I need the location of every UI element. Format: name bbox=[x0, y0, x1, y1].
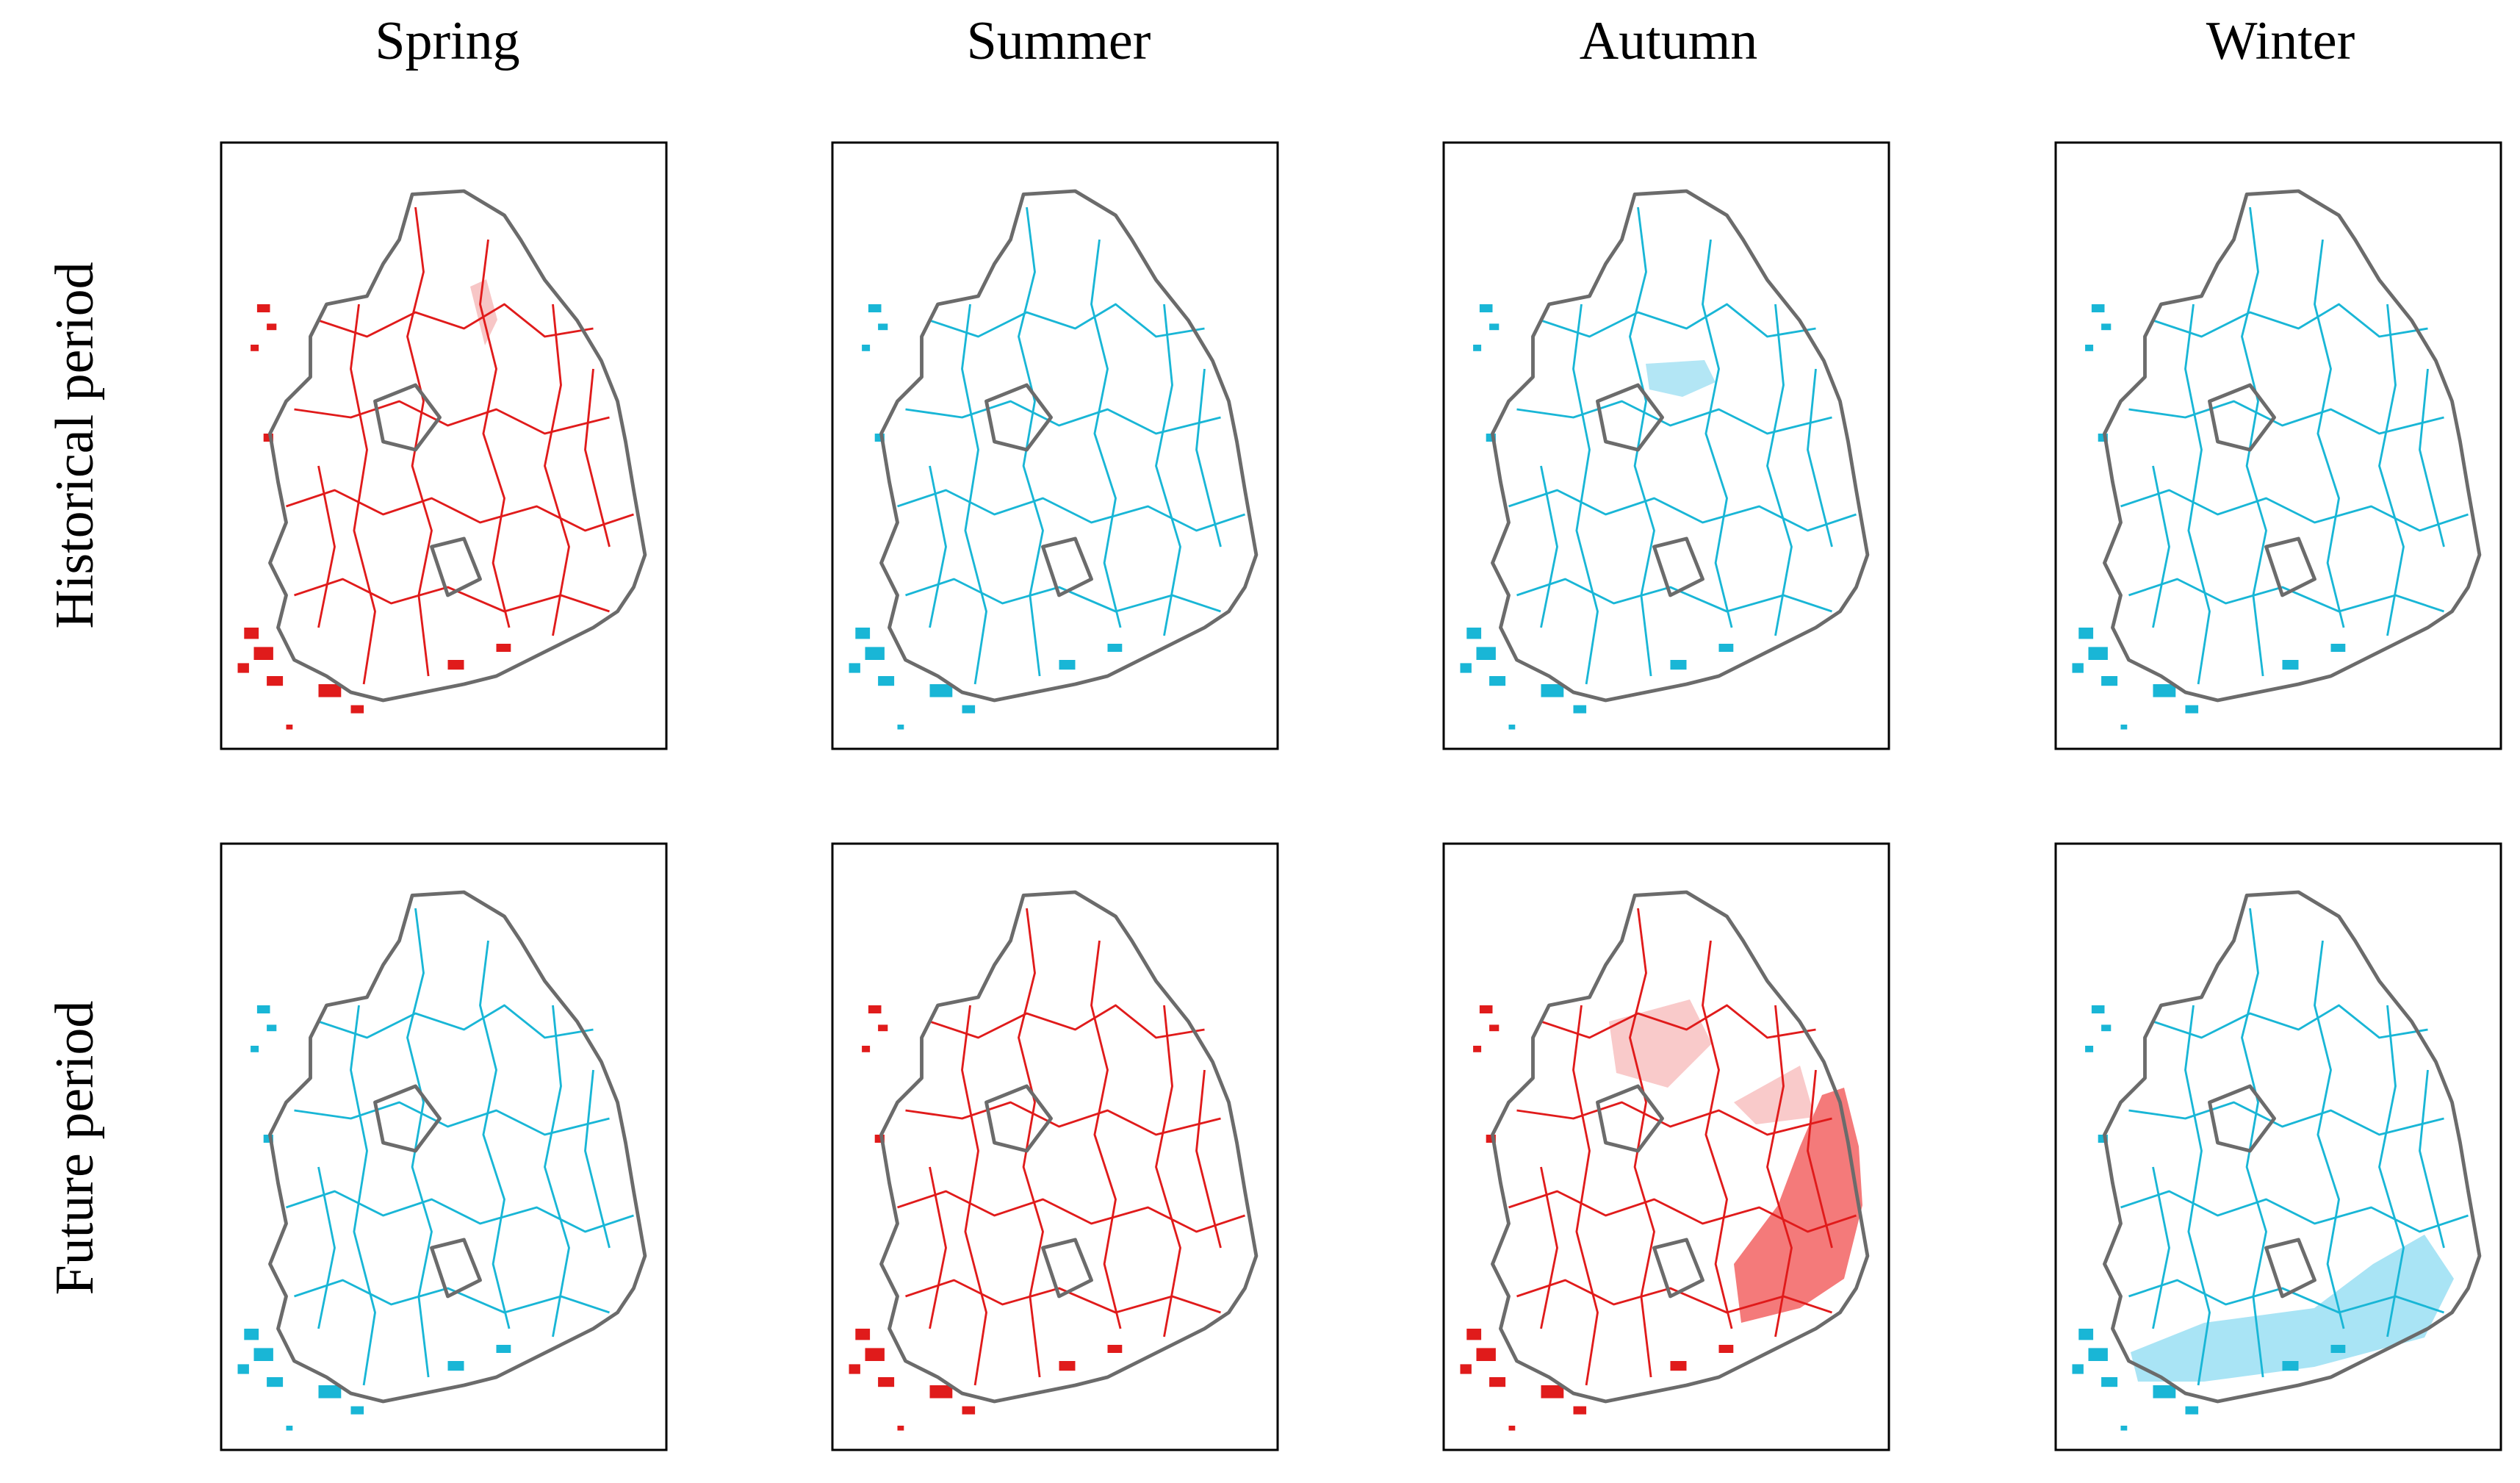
map-frame bbox=[220, 141, 668, 750]
map-frame bbox=[2054, 141, 2502, 750]
column-title: Spring bbox=[375, 11, 519, 71]
region-fill bbox=[470, 279, 497, 345]
column-title: Summer bbox=[967, 11, 1151, 71]
map-frame bbox=[831, 842, 1279, 1451]
column-title: Autumn bbox=[1580, 11, 1758, 71]
panel-row-1 bbox=[220, 141, 2502, 750]
map-frame bbox=[1442, 141, 1890, 750]
region-fill bbox=[2131, 1235, 2454, 1382]
row-title: Historical period bbox=[45, 262, 105, 628]
map-frame bbox=[220, 842, 668, 1451]
region-fill bbox=[1646, 360, 1716, 397]
region-fill bbox=[1609, 999, 1815, 1124]
column-title: Winter bbox=[2206, 11, 2355, 71]
row-title: Future period bbox=[45, 1001, 105, 1296]
panel-row-2 bbox=[220, 842, 2502, 1451]
region-fill bbox=[1734, 1088, 1862, 1323]
map-frame bbox=[831, 141, 1279, 750]
